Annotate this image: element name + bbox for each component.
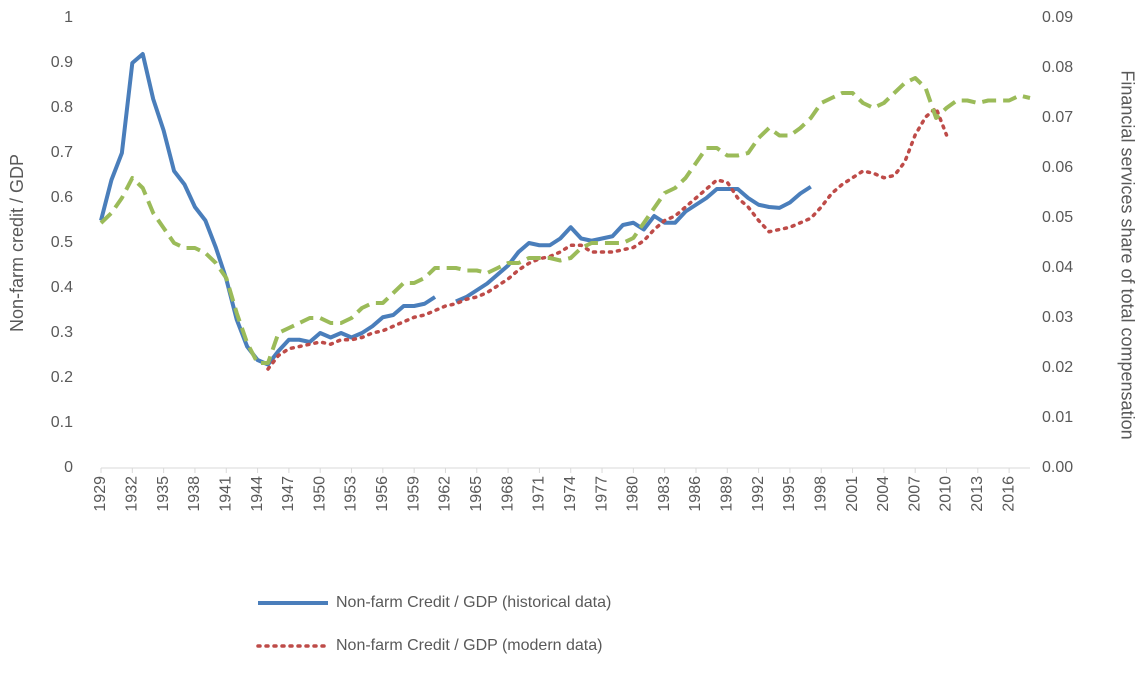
y-tick-label: 0.7 (51, 144, 73, 161)
x-tick-label: 1977 (593, 476, 610, 512)
x-tick-label: 2016 (1000, 476, 1017, 512)
y2-tick-label: 0.03 (1042, 309, 1073, 326)
series-line (99, 76, 1031, 365)
y-tick-label: 1 (64, 9, 73, 26)
y2-tick-label: 0.00 (1042, 459, 1073, 476)
x-tick-label: 1929 (92, 476, 109, 512)
x-tick-label: 1995 (781, 476, 798, 512)
x-tick-label: 1932 (124, 476, 141, 512)
y2-axis-title: Financial services share of total compen… (1117, 70, 1137, 439)
legend-label: Non-farm Credit / GDP (modern data) (336, 637, 602, 654)
y2-tick-label: 0.07 (1042, 109, 1073, 126)
x-tick-label: 2010 (938, 476, 955, 512)
x-tick-label: 1992 (750, 476, 767, 512)
x-tick-label: 1965 (468, 476, 485, 512)
legend-label: Non-farm Credit / GDP (historical data) (336, 594, 611, 611)
series-line (99, 52, 812, 367)
x-tick-label: 1974 (562, 476, 579, 512)
x-tick-label: 1968 (499, 476, 516, 512)
y-tick-label: 0.3 (51, 324, 73, 341)
x-tick-label: 2001 (844, 476, 861, 512)
y2-tick-label: 0.06 (1042, 159, 1073, 176)
x-tick-label: 1950 (311, 476, 328, 512)
y-tick-label: 0.9 (51, 54, 73, 71)
x-tick-label: 1956 (374, 476, 391, 512)
y-tick-label: 0.5 (51, 234, 73, 251)
x-tick-label: 1938 (186, 476, 203, 512)
y2-tick-label: 0.08 (1042, 59, 1073, 76)
y-tick-label: 0.2 (51, 369, 73, 386)
x-tick-label: 1962 (437, 476, 454, 512)
x-tick-label: 2007 (906, 476, 923, 512)
x-tick-label: 1953 (343, 476, 360, 512)
x-tick-label: 1959 (405, 476, 422, 512)
y-axis-title: Non-farm credit / GDP (7, 154, 27, 332)
y-tick-label: 0.8 (51, 99, 73, 116)
x-tick-label: 2013 (969, 476, 986, 512)
y-tick-label: 0.1 (51, 414, 73, 431)
y-tick-label: 0 (64, 459, 73, 476)
y-tick-label: 0.4 (51, 279, 73, 296)
y2-tick-label: 0.02 (1042, 359, 1073, 376)
x-tick-label: 1941 (217, 476, 234, 512)
series-line (266, 106, 949, 371)
x-tick-label: 1935 (155, 476, 172, 512)
y-tick-label: 0.6 (51, 189, 73, 206)
y2-tick-label: 0.01 (1042, 409, 1073, 426)
x-tick-label: 2004 (875, 476, 892, 512)
x-tick-label: 1944 (249, 476, 266, 512)
x-tick-label: 1980 (625, 476, 642, 512)
x-tick-label: 1998 (812, 476, 829, 512)
x-tick-label: 1983 (656, 476, 673, 512)
y2-tick-label: 0.09 (1042, 9, 1073, 26)
y2-tick-label: 0.04 (1042, 259, 1073, 276)
x-tick-label: 1989 (719, 476, 736, 512)
y2-tick-label: 0.05 (1042, 209, 1073, 226)
x-tick-label: 1986 (687, 476, 704, 512)
x-tick-label: 1971 (531, 476, 548, 512)
x-tick-label: 1947 (280, 476, 297, 512)
